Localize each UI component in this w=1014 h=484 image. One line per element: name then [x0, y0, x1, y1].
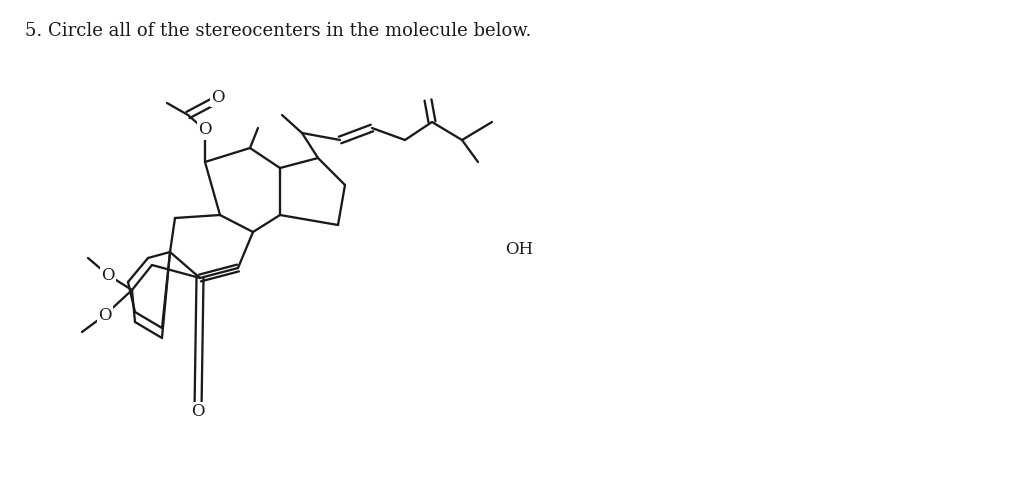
Text: OH: OH	[505, 242, 533, 258]
Text: 5. Circle all of the stereocenters in the molecule below.: 5. Circle all of the stereocenters in th…	[25, 22, 531, 40]
Text: O: O	[101, 268, 115, 285]
Text: O: O	[98, 306, 112, 323]
Text: O: O	[192, 404, 205, 421]
Text: O: O	[199, 121, 212, 138]
Text: O: O	[211, 89, 225, 106]
